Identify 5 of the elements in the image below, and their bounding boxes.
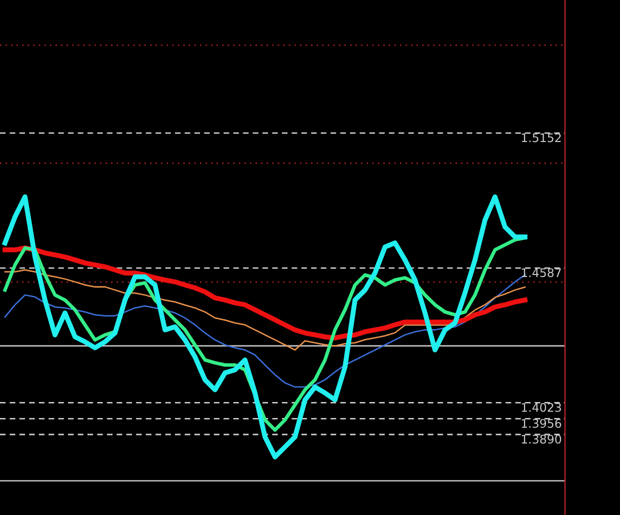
ref-line-label: 1.5152 (522, 133, 561, 142)
ref-line-label: 1.4587 (522, 268, 561, 278)
ref-line-label: 1.3956 (522, 418, 562, 428)
ref-line-label: 1.4023 (522, 402, 561, 412)
ref-line-label: 1.3890 (522, 434, 562, 444)
